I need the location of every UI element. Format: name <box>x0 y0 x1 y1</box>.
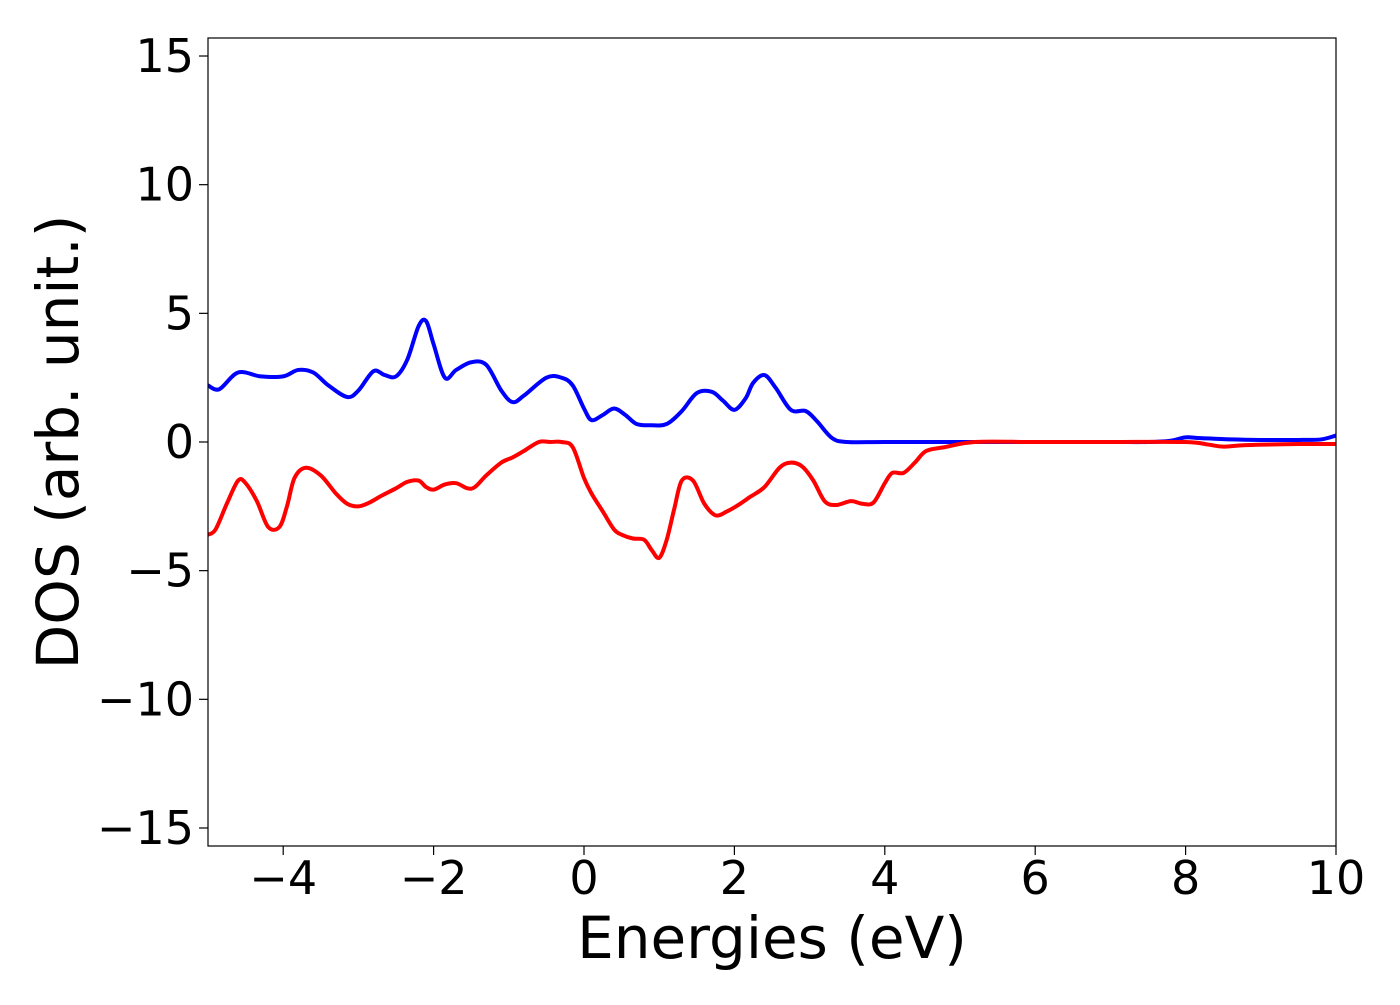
y-tick-label: 0 <box>165 415 194 469</box>
y-tick-label: −5 <box>126 544 194 598</box>
y-axis-label: DOS (arb. unit.) <box>24 215 92 670</box>
x-tick-label: 0 <box>569 851 598 905</box>
x-axis-ticks: −4 −2 0 2 4 6 8 10 <box>249 846 1365 905</box>
x-axis-label: Energies (eV) <box>577 904 967 972</box>
y-tick-label: 15 <box>135 29 194 83</box>
x-tick-label: 10 <box>1307 851 1366 905</box>
y-tick-label: 5 <box>165 286 194 340</box>
x-tick-label: 6 <box>1021 851 1050 905</box>
x-tick-label: 4 <box>870 851 899 905</box>
x-tick-label: −4 <box>249 851 317 905</box>
y-tick-label: −15 <box>97 801 194 855</box>
y-axis-ticks: −15 −10 −5 0 5 10 15 <box>97 29 208 855</box>
series-layer <box>208 317 1336 560</box>
series-line-blue <box>208 317 1336 445</box>
x-tick-label: −2 <box>400 851 468 905</box>
y-tick-label: −10 <box>97 672 194 726</box>
y-tick-label: 10 <box>135 158 194 212</box>
series-line-red <box>208 439 1336 560</box>
x-tick-label: 8 <box>1171 851 1200 905</box>
x-tick-label: 2 <box>720 851 749 905</box>
